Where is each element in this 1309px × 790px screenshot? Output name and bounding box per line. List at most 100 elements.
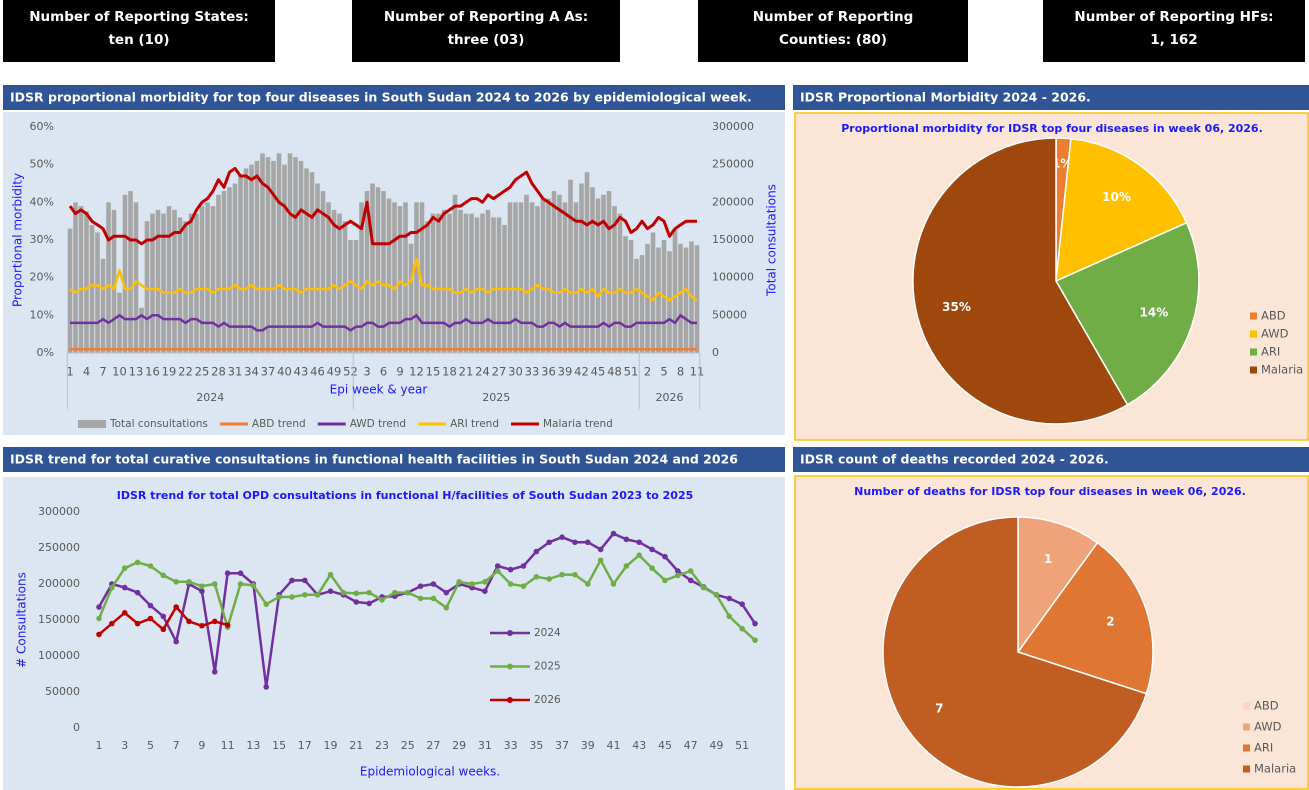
bar bbox=[304, 168, 309, 353]
point bbox=[109, 620, 115, 627]
point bbox=[224, 622, 231, 628]
x-tick-label: 35 bbox=[529, 739, 543, 752]
bar bbox=[199, 206, 205, 353]
point bbox=[739, 601, 745, 607]
kpi-box bbox=[3, 0, 275, 62]
x-tick-label: 19 bbox=[162, 365, 177, 379]
bar bbox=[205, 202, 210, 353]
y-tick-label: 150000 bbox=[38, 613, 80, 626]
bar bbox=[480, 213, 485, 353]
x-tick-label: 23 bbox=[375, 739, 389, 752]
x-tick-label: 51 bbox=[735, 739, 749, 752]
point bbox=[302, 577, 308, 584]
x-tick-label: 9 bbox=[198, 739, 205, 752]
x-tick-label: 24 bbox=[475, 365, 490, 379]
pie-slice bbox=[1017, 516, 1099, 655]
point bbox=[430, 595, 437, 602]
point bbox=[263, 601, 270, 607]
chart-title: Number of deaths for IDSR top four disea… bbox=[854, 485, 1246, 498]
x-tick-label: 27 bbox=[492, 365, 507, 379]
pie-slice bbox=[1016, 541, 1154, 695]
panel-title: IDSR proportional morbidity for top four… bbox=[10, 90, 752, 105]
point bbox=[276, 594, 282, 600]
bar bbox=[194, 213, 199, 353]
point bbox=[482, 579, 488, 585]
x-tick-label: 19 bbox=[324, 739, 338, 752]
x-tick-label: 5 bbox=[660, 365, 667, 379]
point bbox=[353, 590, 360, 597]
bar bbox=[612, 206, 617, 353]
x-axis-title: Epidemiological weeks. bbox=[360, 765, 500, 779]
x-tick-label: 39 bbox=[581, 739, 595, 752]
point bbox=[160, 613, 167, 620]
x-tick-label: 27 bbox=[426, 739, 440, 752]
bar bbox=[309, 172, 315, 353]
bar bbox=[155, 209, 161, 353]
bar bbox=[342, 221, 348, 353]
bar bbox=[331, 209, 337, 353]
bar bbox=[293, 157, 298, 353]
bar bbox=[562, 202, 568, 353]
x-tick-label: 5 bbox=[147, 739, 154, 752]
point bbox=[314, 592, 321, 598]
x-tick-label: 9 bbox=[396, 365, 403, 379]
bar bbox=[337, 213, 342, 353]
bar bbox=[623, 236, 628, 353]
x-tick-label: 6 bbox=[380, 365, 387, 379]
y-tick-label: 40% bbox=[30, 195, 54, 208]
y2-tick-label: 200000 bbox=[712, 195, 754, 208]
bar bbox=[650, 232, 656, 353]
panel-header bbox=[3, 447, 785, 472]
kpi-value: 1, 162 bbox=[1150, 32, 1197, 48]
bar bbox=[183, 221, 188, 353]
bar bbox=[496, 217, 502, 353]
panel-header bbox=[3, 85, 785, 110]
bar bbox=[408, 243, 414, 353]
legend-label: AWD bbox=[1261, 327, 1289, 341]
bar bbox=[386, 198, 392, 353]
bar bbox=[469, 213, 474, 353]
x-tick-label: 29 bbox=[452, 739, 466, 752]
y-tick-label: 30% bbox=[30, 233, 54, 246]
bar bbox=[243, 168, 249, 353]
point bbox=[173, 638, 179, 645]
legend-label: AWD bbox=[1254, 720, 1282, 734]
x-tick-label: 34 bbox=[244, 365, 259, 379]
point bbox=[109, 584, 115, 591]
point bbox=[186, 618, 192, 625]
point bbox=[507, 566, 514, 573]
legend-label: ABD bbox=[1254, 699, 1279, 713]
bar bbox=[172, 209, 177, 353]
legend-swatch bbox=[1243, 702, 1250, 710]
point bbox=[610, 530, 617, 537]
point bbox=[173, 579, 179, 585]
chart-area bbox=[3, 477, 785, 790]
point bbox=[186, 579, 192, 585]
x-tick-label: 17 bbox=[298, 739, 312, 752]
x-tick-label: 13 bbox=[129, 365, 144, 379]
legend-swatch bbox=[507, 663, 513, 670]
trend-line bbox=[70, 314, 697, 332]
bar bbox=[656, 247, 661, 353]
x-tick-label: 7 bbox=[173, 739, 180, 752]
bar bbox=[474, 217, 480, 353]
point bbox=[456, 579, 462, 585]
point bbox=[649, 546, 655, 553]
group-label: 2025 bbox=[482, 391, 510, 404]
bar bbox=[320, 191, 326, 353]
bar bbox=[546, 198, 551, 353]
pie-slice bbox=[1055, 137, 1188, 283]
legend-label: 2025 bbox=[534, 661, 561, 673]
bar bbox=[529, 202, 535, 353]
y2-axis-title: Total consultations bbox=[765, 184, 779, 297]
point bbox=[584, 581, 591, 587]
bar bbox=[287, 153, 293, 353]
chart-title: IDSR trend for total OPD consultations i… bbox=[117, 489, 694, 502]
legend-label: Malaria bbox=[1261, 363, 1303, 377]
x-tick-label: 3 bbox=[363, 365, 370, 379]
x-tick-label: 16 bbox=[145, 365, 160, 379]
value-label: 7 bbox=[935, 702, 943, 716]
point bbox=[417, 583, 424, 589]
